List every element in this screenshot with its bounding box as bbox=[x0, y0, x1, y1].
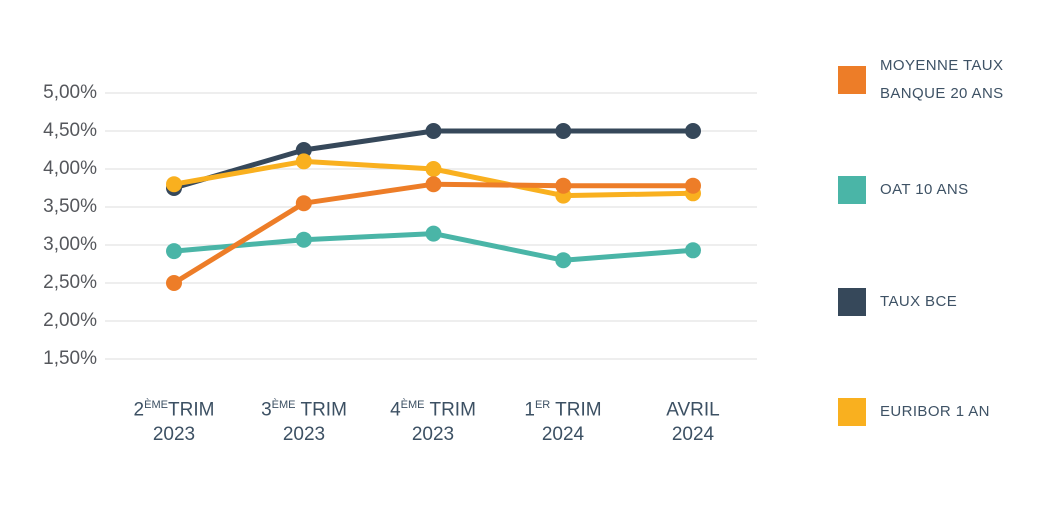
data-point-oat-10-ans bbox=[555, 252, 572, 269]
data-point-moyenne-taux-banque-20-ans bbox=[685, 177, 701, 194]
data-point-euribor-1-an bbox=[295, 153, 312, 170]
legend-label: TAUX BCE bbox=[880, 293, 958, 310]
y-axis-tick-label: 5,00% bbox=[43, 82, 97, 103]
legend-item-moyenne-taux-banque-20-ans: MOYENNE TAUX BANQUE 20 ANS bbox=[838, 52, 1004, 108]
legend-item-euribor-1-an: EURIBOR 1 AN bbox=[838, 398, 990, 426]
legend-item-oat-10-ans: OAT 10 ANS bbox=[838, 176, 969, 204]
data-point-taux-bce bbox=[295, 142, 312, 158]
chart-legend: MOYENNE TAUX BANQUE 20 ANS OAT 10 ANS TA… bbox=[838, 57, 1055, 482]
legend-swatch-orange bbox=[838, 66, 866, 94]
legend-swatch-yellow bbox=[838, 398, 866, 426]
data-point-moyenne-taux-banque-20-ans bbox=[295, 195, 312, 212]
y-axis-tick-label: 4,00% bbox=[43, 158, 97, 179]
legend-swatch-teal bbox=[838, 176, 866, 204]
data-point-taux-bce bbox=[555, 123, 572, 139]
y-axis-tick-label: 2,50% bbox=[43, 272, 97, 293]
y-axis-tick-label: 1,50% bbox=[43, 348, 97, 369]
data-point-moyenne-taux-banque-20-ans bbox=[166, 275, 182, 291]
data-point-taux-bce bbox=[685, 123, 701, 139]
legend-label: OAT 10 ANS bbox=[880, 181, 969, 198]
data-point-oat-10-ans bbox=[425, 225, 442, 242]
x-axis-label-1er-trim-2024: 1ER TRIM 2024 bbox=[524, 399, 602, 446]
legend-swatch-navy bbox=[838, 288, 866, 316]
legend-item-taux-bce: TAUX BCE bbox=[838, 288, 957, 316]
y-axis-tick-label: 3,50% bbox=[43, 196, 97, 217]
y-axis-tick-label: 4,50% bbox=[43, 120, 97, 141]
data-point-oat-10-ans bbox=[295, 231, 312, 248]
legend-label: EURIBOR 1 AN bbox=[880, 403, 990, 420]
data-point-euribor-1-an bbox=[166, 176, 182, 193]
y-axis-tick-label: 3,00% bbox=[43, 234, 97, 255]
y-axis-tick-label: 2,00% bbox=[43, 310, 97, 331]
x-axis-label-4eme-trim-2023: 4ÈME TRIM 2023 bbox=[390, 399, 476, 446]
data-point-moyenne-taux-banque-20-ans bbox=[555, 177, 572, 194]
data-point-oat-10-ans bbox=[685, 242, 701, 259]
x-axis-label-avril-2024: AVRIL 2024 bbox=[666, 399, 720, 446]
legend-label: MOYENNE TAUX BANQUE 20 ANS bbox=[880, 57, 1004, 102]
data-point-oat-10-ans bbox=[166, 243, 182, 260]
data-point-euribor-1-an bbox=[425, 161, 442, 177]
x-axis-label-3eme-trim-2023: 3ÈME TRIM 2023 bbox=[261, 399, 347, 446]
data-point-taux-bce bbox=[425, 123, 442, 139]
data-point-moyenne-taux-banque-20-ans bbox=[425, 176, 442, 193]
x-axis-label-2eme-trim-2023: 2ÈMETRIM 2023 bbox=[133, 399, 215, 446]
